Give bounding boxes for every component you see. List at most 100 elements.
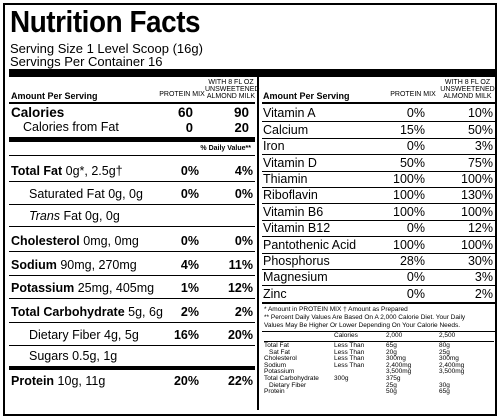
nutrient-row: Cholesterol 0mg, 0mg 0% 0% xyxy=(9,226,255,251)
daily-value-table: Calories 2,000 2,500 Total Fat Less Than 65g 8… xyxy=(264,332,494,413)
nutrient-dv-mix: 0% xyxy=(180,234,199,248)
vitamin-row: Vitamin B6 100% 100% xyxy=(262,203,495,219)
dv-table-cell: 2,400mg xyxy=(439,361,465,369)
nutrient-dv-mix: 1% xyxy=(180,281,199,295)
vitamin-dv-milk: 100% xyxy=(461,237,493,252)
vitamin-dv-mix: 0% xyxy=(406,106,425,121)
vitamin-name: Pantothenic Acid xyxy=(263,237,357,252)
footnote-dv-1: ** Percent Daily Values Are Based On A 2… xyxy=(264,314,466,321)
vitamin-dv-mix: 0% xyxy=(406,270,425,285)
nutrient-row: Sugars 0.5g, 1g xyxy=(9,345,255,366)
right-milk-header-line3: ALMOND MILK xyxy=(443,93,492,100)
nutrient-amount: 25mg, 405mg xyxy=(74,281,155,295)
vitamin-row: Vitamin A 0% 10% xyxy=(262,105,495,121)
vitamin-row: Vitamin D 50% 75% xyxy=(262,154,495,170)
dv-table-cell: 2,400mg xyxy=(386,361,412,369)
left-column: Amount Per Serving PROTEIN MIX WITH 8 FL… xyxy=(9,77,259,410)
right-amount-header: Amount Per Serving xyxy=(263,91,350,101)
right-header-divider xyxy=(262,102,495,104)
nutrient-dv-milk: 12% xyxy=(227,281,253,295)
right-milk-header-line2: UNSWEETENED xyxy=(440,86,495,93)
vitamin-dv-milk: 2% xyxy=(474,286,493,301)
nutrient-name: Protein 10g, 11g xyxy=(11,374,105,388)
dv-table-cell: 3,500mg xyxy=(386,368,412,376)
dv-table-cell: 300g xyxy=(334,375,349,382)
nutrient-name: Trans Fat 0g, 0g xyxy=(29,209,120,223)
vitamin-name: Vitamin B12 xyxy=(263,221,331,236)
nutrient-row: Potassium 25mg, 405mg 1% 12% xyxy=(9,275,255,298)
dv-table-cell: 30g xyxy=(439,381,450,389)
milk-header-line3: ALMOND MILK xyxy=(206,93,256,100)
daily-value-header: % Daily Value** xyxy=(200,145,251,152)
nutrient-amount: 0g*, 2.5g† xyxy=(62,164,123,178)
nutrient-label: Total Fat xyxy=(11,164,63,178)
vitamin-row: Thiamin 100% 100% xyxy=(262,170,495,187)
nutrient-dv-mix: 0% xyxy=(180,187,199,201)
nutrient-label: Trans xyxy=(29,209,61,223)
calories-divider xyxy=(9,137,255,142)
nutrient-row: Saturated Fat 0g, 0g 0% 0% xyxy=(9,181,255,204)
nutrient-dv-mix: 16% xyxy=(173,328,199,342)
vitamin-name: Vitamin D xyxy=(263,155,317,170)
dv-table-cell: 300mg xyxy=(439,355,459,363)
vitamin-dv-milk: 100% xyxy=(461,171,493,186)
vitamin-name: Vitamin B6 xyxy=(263,204,324,219)
nutrient-name: Dietary Fiber 4g, 5g xyxy=(29,328,139,342)
dv-table-cell: 375g xyxy=(386,375,401,382)
vitamin-dv-milk: 3% xyxy=(474,139,493,154)
servings-per-container: Servings Per Container 16 xyxy=(10,54,163,69)
vitamin-dv-mix: 15% xyxy=(399,122,425,137)
dv-table-cell: Less Than xyxy=(334,361,365,369)
footnote-amount: * Amount in PROTEIN MIX † Amount as Prep… xyxy=(264,306,408,313)
dv-table-cell: Total Fat xyxy=(264,342,289,349)
nutrient-name: Cholesterol 0mg, 0mg xyxy=(11,234,139,248)
vitamin-row: Vitamin B12 0% 12% xyxy=(262,219,495,236)
nutrient-name: Sugars 0.5g, 1g xyxy=(29,349,117,363)
nutrient-amount: 5g, 6g xyxy=(124,305,163,319)
nutrient-name: Total Fat 0g*, 2.5g† xyxy=(11,164,123,178)
vitamin-dv-milk: 75% xyxy=(467,155,493,170)
protein-mix-header: PROTEIN MIX xyxy=(159,91,205,98)
right-milk-header-line1: WITH 8 FL OZ xyxy=(444,79,491,86)
calories-fat-label: Calories from Fat xyxy=(23,120,119,134)
vitamin-name: Calcium xyxy=(263,122,309,137)
dv-table-cell: Protein xyxy=(264,388,285,396)
dv-table-header: 2,000 xyxy=(386,332,403,339)
nutrient-label: Saturated Fat 0g, 0g xyxy=(29,187,143,201)
calories-v1: 60 xyxy=(177,105,193,120)
vitamin-dv-mix: 100% xyxy=(393,237,425,252)
dv-table-cell: Cholesterol xyxy=(264,355,297,363)
nutrient-dv-mix: 2% xyxy=(180,305,199,319)
dv-table-cell: Sodium xyxy=(264,361,287,369)
nutrient-dv-milk: 22% xyxy=(227,374,253,388)
vitamin-name: Thiamin xyxy=(263,171,308,186)
nutrient-label: Sugars 0.5g, 1g xyxy=(29,349,118,363)
vitamin-dv-milk: 100% xyxy=(461,204,493,219)
dv-table-cell: Potassium xyxy=(264,368,295,376)
vitamin-row: Pantothenic Acid 100% 100% xyxy=(262,236,495,252)
calories-fat-v2: 20 xyxy=(234,120,249,135)
nutrient-row: Protein 10g, 11g 20% 22% xyxy=(9,366,255,391)
nutrient-label: Dietary Fiber 4g, 5g xyxy=(29,328,139,342)
nutrient-dv-milk: 4% xyxy=(234,164,253,178)
vitamin-dv-milk: 12% xyxy=(467,221,493,236)
vitamin-dv-mix: 50% xyxy=(399,155,425,170)
dv-table-cell: 25g xyxy=(386,381,397,389)
vitamin-name: Riboflavin xyxy=(263,188,318,203)
column-divider xyxy=(257,77,259,410)
vitamin-row: Iron 0% 3% xyxy=(262,137,495,154)
vitamin-dv-milk: 3% xyxy=(474,270,493,285)
vitamin-name: Vitamin A xyxy=(263,106,316,121)
nutrient-row: Dietary Fiber 4g, 5g 16% 20% xyxy=(9,322,255,345)
right-column: Amount Per Serving PROTEIN MIX WITH 8 FL… xyxy=(262,77,495,410)
nutrient-label: Potassium xyxy=(11,281,75,295)
nutrient-label: Sodium xyxy=(11,258,57,272)
nutrient-amount: 90mg, 270mg xyxy=(56,258,137,272)
nutrient-label: Total Carbohydrate xyxy=(11,305,125,319)
vitamin-dv-milk: 30% xyxy=(467,253,493,268)
dv-table-cell: 65g xyxy=(386,342,397,349)
dv-table-cell: Sat Fat xyxy=(269,348,290,356)
dv-table-cell: 300mg xyxy=(386,355,406,363)
vitamin-dv-milk: 130% xyxy=(461,188,493,203)
nutrient-name: Sodium 90mg, 270mg xyxy=(11,258,137,272)
